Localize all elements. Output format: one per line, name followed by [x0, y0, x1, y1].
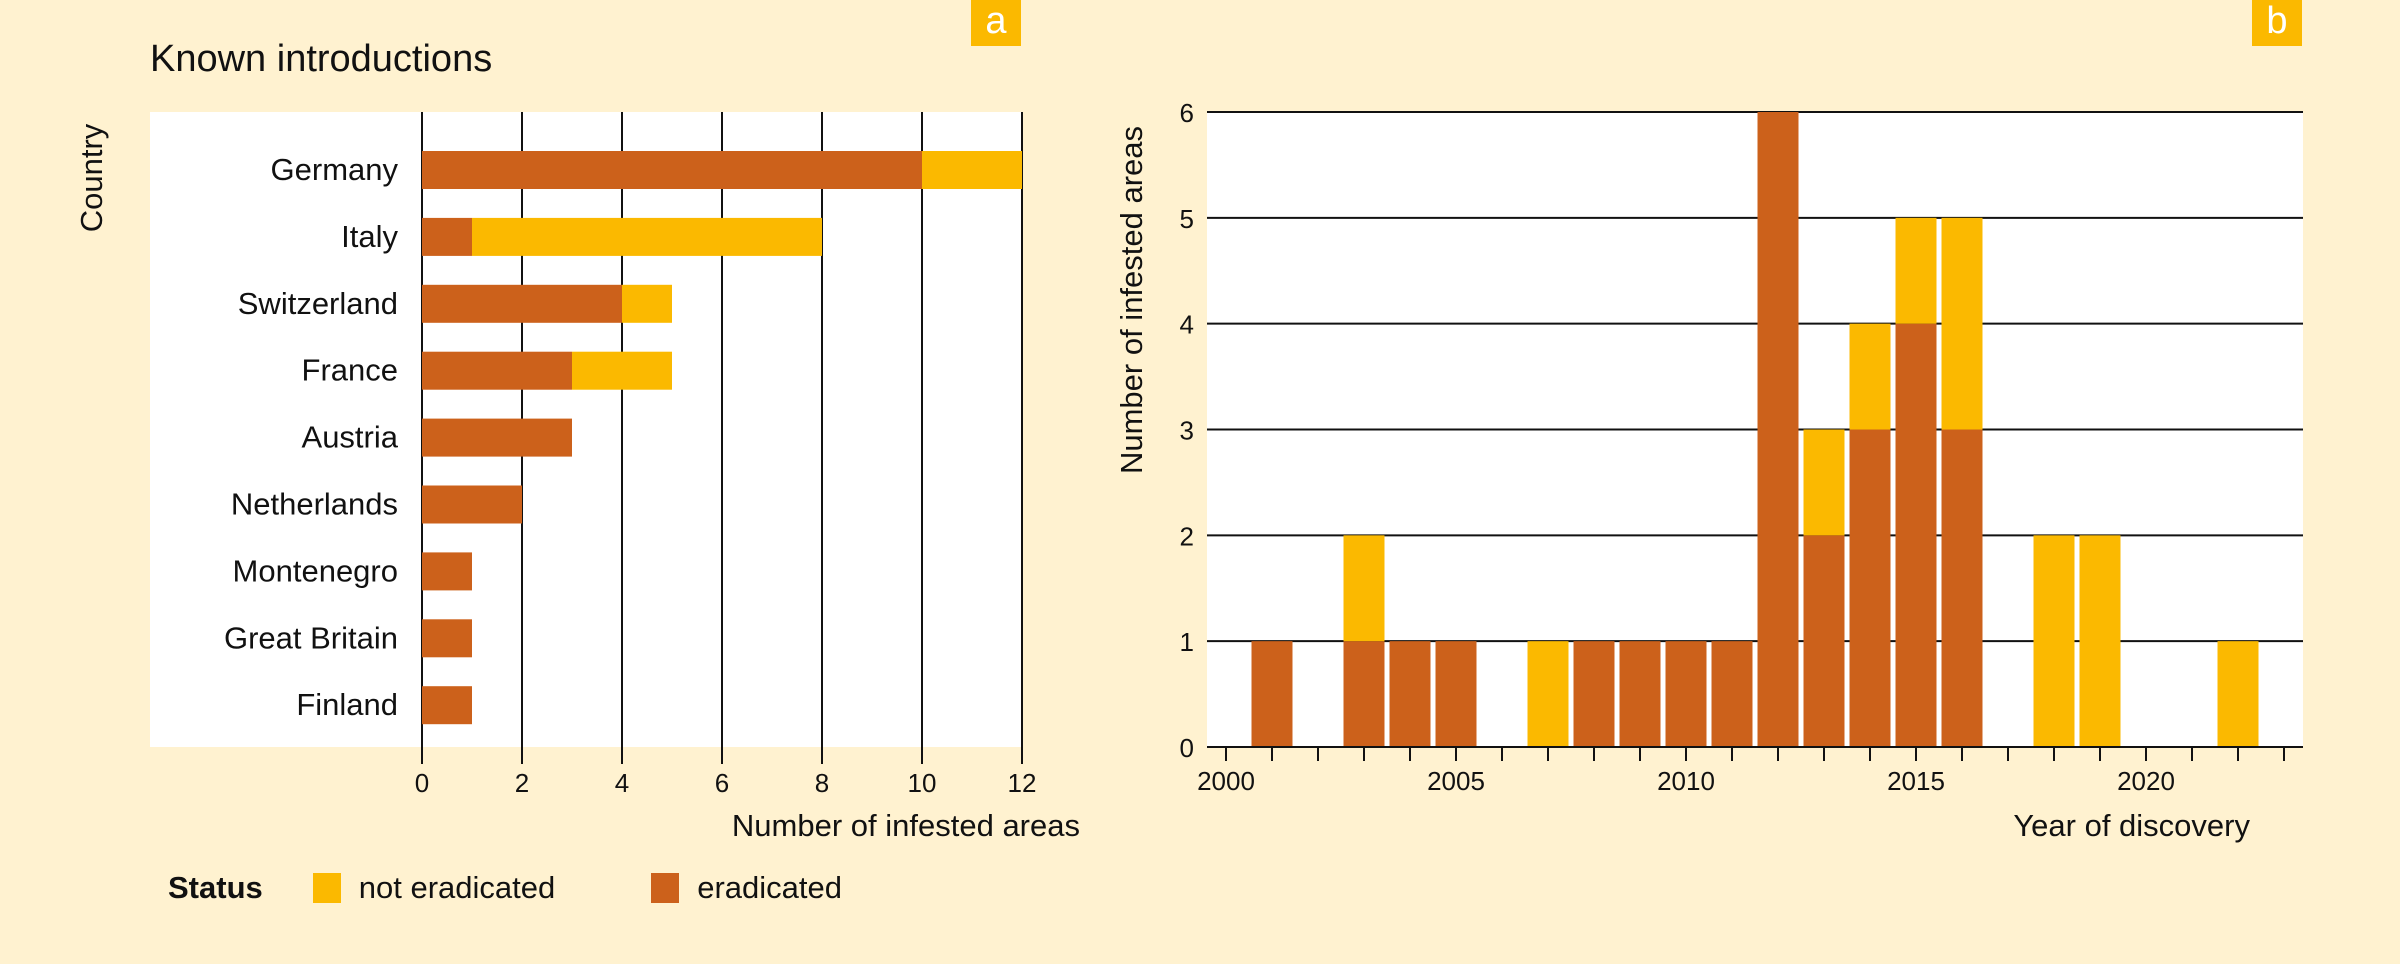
panel-a-bar-not-eradicated [922, 151, 1022, 189]
panel-b-bar-eradicated [1757, 112, 1799, 747]
panel-b-y-tick-label: 5 [1180, 204, 1194, 234]
panel-b-x-axis-title: Year of discovery [2013, 808, 2250, 843]
panel-b-bar-not-eradicated [1803, 429, 1845, 536]
panel-b-bar-eradicated [1941, 429, 1983, 747]
panel-b-x-tick-label: 2010 [1657, 766, 1715, 796]
panel-b-bar-not-eradicated [1343, 535, 1385, 642]
panel-a-bar-eradicated [422, 217, 472, 256]
panel-a-bar-not-eradicated [472, 217, 822, 256]
legend-item-not-eradicated: not eradicated [312, 870, 556, 906]
legend-item-eradicated: eradicated [651, 870, 842, 906]
panel-a-plot-area [150, 112, 1022, 747]
panel-b-x-tick-label: 2000 [1197, 766, 1255, 796]
panel-a-bar-not-eradicated [622, 284, 672, 323]
panel-b-y-tick-label: 1 [1180, 627, 1194, 657]
legend-swatch-eradicated [651, 873, 680, 903]
panel-a-title: Known introductions [150, 38, 493, 80]
panel-b-y-tick-label: 4 [1180, 310, 1194, 340]
panel-a-category-label: France [302, 353, 398, 388]
panel-a-category-label: Austria [302, 420, 399, 455]
panel-a-bar-eradicated [422, 619, 472, 658]
panel-a-x-tick-label: 4 [615, 768, 629, 798]
legend: Status not eradicated eradicated [168, 870, 938, 906]
panel-b-x-tick-label: 2015 [1887, 766, 1945, 796]
panel-b-bar-not-eradicated [2079, 535, 2121, 747]
panel-a-x-tick-label: 2 [515, 768, 529, 798]
panel-b-bar-eradicated [1573, 641, 1615, 747]
panel-b-bar-eradicated [1389, 641, 1431, 747]
panel-a-category-label: Finland [296, 687, 398, 722]
panel-a-category-label: Netherlands [231, 487, 398, 522]
panel-b-bar-eradicated [1619, 641, 1661, 747]
panel-b-bar-not-eradicated [1941, 217, 1983, 430]
legend-swatch-not-eradicated [312, 873, 341, 903]
panel-a-x-axis-title: Number of infested areas [732, 808, 1080, 843]
legend-title: Status [168, 870, 263, 905]
panel-a-bar-eradicated [422, 485, 522, 524]
panel-a-category-label: Montenegro [233, 553, 398, 588]
panel-a-x-tick-label: 0 [415, 768, 429, 798]
panel-b-bar-not-eradicated [1527, 641, 1569, 747]
panel-a-x-tick-label: 12 [1008, 768, 1037, 798]
panel-a-bar-eradicated [422, 552, 472, 591]
panel-a-bar-eradicated [422, 686, 472, 725]
legend-label-eradicated: eradicated [697, 870, 843, 905]
panel-b-bar-eradicated [1251, 641, 1293, 747]
panel-a-badge: a [971, 0, 1021, 46]
panel-b-bar-eradicated [1849, 429, 1891, 747]
panel-b-y-tick-label: 6 [1180, 98, 1194, 128]
panel-a-bar-eradicated [422, 418, 572, 457]
panel-a-y-axis-title: Country [74, 123, 109, 232]
panel-b-x-tick-label: 2005 [1427, 766, 1485, 796]
panel-b-y-tick-label: 3 [1180, 416, 1194, 446]
panel-a-bar-not-eradicated [572, 351, 672, 390]
panel-b-bar-eradicated [1665, 641, 1707, 747]
panel-a-x-tick-label: 6 [715, 768, 729, 798]
panel-a-category-label: Italy [341, 219, 398, 254]
panel-b-bar-eradicated [1803, 535, 1845, 747]
panel-b-bar-eradicated [1895, 323, 1937, 747]
panel-b-bar-eradicated [1435, 641, 1477, 747]
panel-a-category-label: Germany [271, 152, 399, 187]
panel-a-bar-eradicated [422, 351, 572, 390]
panel-b-bar-not-eradicated [1849, 323, 1891, 430]
panel-b-bar-eradicated [1711, 641, 1753, 747]
panel-b-bar-not-eradicated [1895, 217, 1937, 324]
panel-a-x-tick-label: 8 [815, 768, 829, 798]
panel-a-bar-eradicated [422, 284, 622, 323]
panel-b-bar-eradicated [1343, 641, 1385, 747]
panel-b-y-tick-label: 0 [1180, 733, 1194, 763]
panel-a-bar-eradicated [422, 151, 922, 189]
panel-a-category-label: Great Britain [224, 620, 398, 655]
panel-b-y-tick-label: 2 [1180, 521, 1194, 551]
panel-b-bar-not-eradicated [2033, 535, 2075, 747]
panel-b-y-axis-title: Number of infested areas [1114, 126, 1149, 474]
panel-b-x-tick-label: 2020 [2117, 766, 2175, 796]
panel-a-category-label: Switzerland [238, 286, 398, 321]
panel-b-bar-not-eradicated [2217, 641, 2259, 747]
panel-b-badge: b [2252, 0, 2302, 46]
legend-label-not-eradicated: not eradicated [358, 870, 556, 905]
panel-a-x-tick-label: 10 [908, 768, 937, 798]
